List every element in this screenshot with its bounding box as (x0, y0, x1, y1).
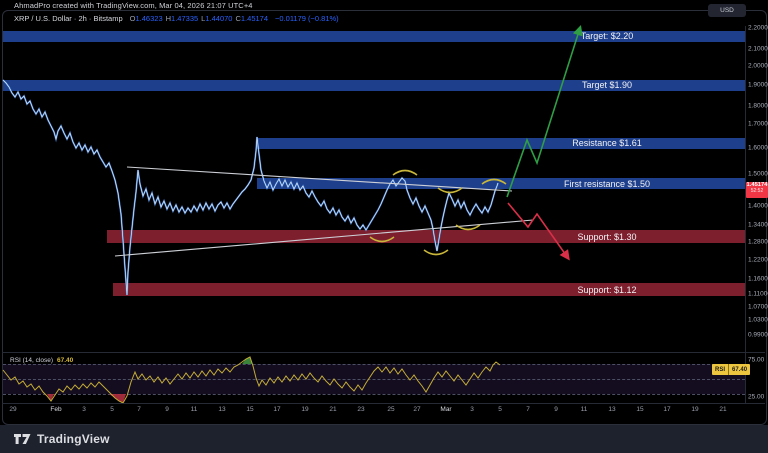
level-band-target-190[interactable]: Target $1.90 (3, 80, 745, 91)
time-tick: 21 (719, 406, 727, 413)
time-tick: 5 (498, 406, 502, 413)
level-band-label: Support: $1.12 (577, 284, 637, 295)
tradingview-logo[interactable]: TradingView (14, 432, 110, 446)
ohlc-value: 1.44070 (205, 14, 233, 23)
level-band-label: Support: $1.30 (577, 231, 637, 242)
symbol-info-row[interactable]: XRP / U.S. Dollar · 2h · Bitstamp O1.463… (14, 14, 339, 23)
time-tick: 19 (301, 406, 309, 413)
tradingview-wordmark: TradingView (37, 432, 110, 446)
last-price-badge: 1.45174 52:52 (746, 182, 768, 198)
rsi-series (2, 356, 501, 404)
axis-tick: 1.22000 (748, 256, 768, 264)
ohlc-key: H (165, 14, 172, 23)
time-tick: 9 (165, 406, 169, 413)
ohlc-value: 1.47335 (171, 14, 199, 23)
time-tick: 13 (218, 406, 226, 413)
tradingview-logo-icon (14, 434, 31, 444)
axis-tick: 1.11000 (748, 290, 768, 298)
axis-tick: 1.07000 (748, 303, 768, 311)
time-tick: 15 (246, 406, 254, 413)
ohlc-value: 1.46323 (135, 14, 163, 23)
axis-tick: 1.16000 (748, 275, 768, 283)
touchpoint-highlights[interactable] (369, 169, 507, 256)
time-tick: 11 (190, 406, 198, 413)
time-tick: 3 (82, 406, 86, 413)
level-band-support-130[interactable]: Support: $1.30 (107, 230, 745, 243)
rsi-guide-line (3, 379, 745, 380)
ohlc-value: 1.45174 (240, 14, 269, 23)
time-tick: 7 (526, 406, 530, 413)
ohlc-key: L (201, 14, 206, 23)
rsi-indicator-title[interactable]: RSI (14, close) (10, 357, 53, 364)
axis-tick: 2.10000 (748, 45, 768, 53)
axis-tick: 1.40000 (748, 202, 768, 210)
time-tick: 25 (387, 406, 395, 413)
time-tick: 27 (413, 406, 421, 413)
chart-frame (2, 10, 767, 425)
pane-separator[interactable] (2, 352, 765, 353)
time-tick: 15 (636, 406, 644, 413)
price-series (2, 79, 499, 296)
last-price-value: 1.45174 (746, 182, 768, 188)
time-tick: 17 (273, 406, 281, 413)
attribution-text: AhmadPro created with TradingView.com, M… (14, 1, 253, 10)
rsi-indicator-value: 67.40 (57, 357, 74, 364)
bar-countdown: 52:52 (750, 187, 764, 194)
rsi-guide-line (3, 364, 745, 365)
axis-tick: 1.50000 (748, 170, 768, 178)
rsi-indicator-legend[interactable]: RSI (14, close) 67.40 (10, 357, 73, 364)
time-tick: 17 (663, 406, 671, 413)
axis-tick: 1.28000 (748, 238, 768, 246)
footer-bar: TradingView (0, 425, 768, 453)
scenario-arrows[interactable] (506, 25, 583, 261)
change-value: −0.01179 (−0.81%) (275, 14, 339, 23)
time-tick: 23 (357, 406, 365, 413)
time-tick: 3 (470, 406, 474, 413)
timeaxis-separator (2, 403, 765, 404)
time-tick: 9 (554, 406, 558, 413)
level-band-target-220[interactable]: Target: $2.20 (3, 31, 745, 42)
rsi-axis-badge: RSI 67.40 (712, 364, 751, 375)
ohlc-values: O1.46323 H1.47335 L1.44070 C1.45174 (127, 14, 268, 23)
axis-tick: 1.80000 (748, 102, 768, 110)
level-band-support-112[interactable]: Support: $1.12 (113, 283, 745, 296)
level-band-resistance-161[interactable]: Resistance $1.61 (257, 138, 745, 149)
axis-tick: 1.60000 (748, 144, 768, 152)
time-tick: Mar (440, 406, 452, 413)
level-band-label: First resistance $1.50 (563, 178, 651, 189)
symbol-title[interactable]: XRP / U.S. Dollar · 2h · Bitstamp (14, 14, 123, 23)
axis-tick: 1.90000 (748, 81, 768, 89)
time-tick: 19 (691, 406, 699, 413)
priceaxis-separator (745, 26, 746, 403)
rsi-badge-label: RSI (712, 364, 729, 375)
level-band-label: Target: $2.20 (580, 31, 634, 42)
currency-toggle-button[interactable]: USD (708, 4, 746, 17)
level-band-label: Resistance $1.61 (572, 138, 642, 149)
time-tick: 13 (608, 406, 616, 413)
time-tick: 29 (9, 406, 17, 413)
trendline-drawings[interactable] (114, 166, 534, 257)
time-tick: 5 (110, 406, 114, 413)
level-band-label: Target $1.90 (581, 80, 633, 91)
axis-tick: 75.00 (748, 356, 765, 364)
rsi-guide-line (3, 394, 745, 395)
level-band-first-resistance-150[interactable]: First resistance $1.50 (257, 178, 745, 189)
time-tick: 11 (580, 406, 588, 413)
axis-tick: 0.99000 (748, 331, 768, 339)
axis-tick: 2.20000 (748, 24, 768, 32)
ohlc-key: O (129, 14, 136, 23)
axis-tick: 1.70000 (748, 120, 768, 128)
ohlc-key: C (235, 14, 241, 23)
rsi-badge-value: 67.40 (728, 364, 751, 375)
axis-tick: 25.00 (748, 393, 765, 401)
axis-tick: 1.34000 (748, 221, 768, 229)
time-tick: 7 (137, 406, 141, 413)
axis-tick: 2.00000 (748, 62, 768, 70)
time-tick: 21 (329, 406, 337, 413)
time-tick: Feb (50, 406, 62, 413)
